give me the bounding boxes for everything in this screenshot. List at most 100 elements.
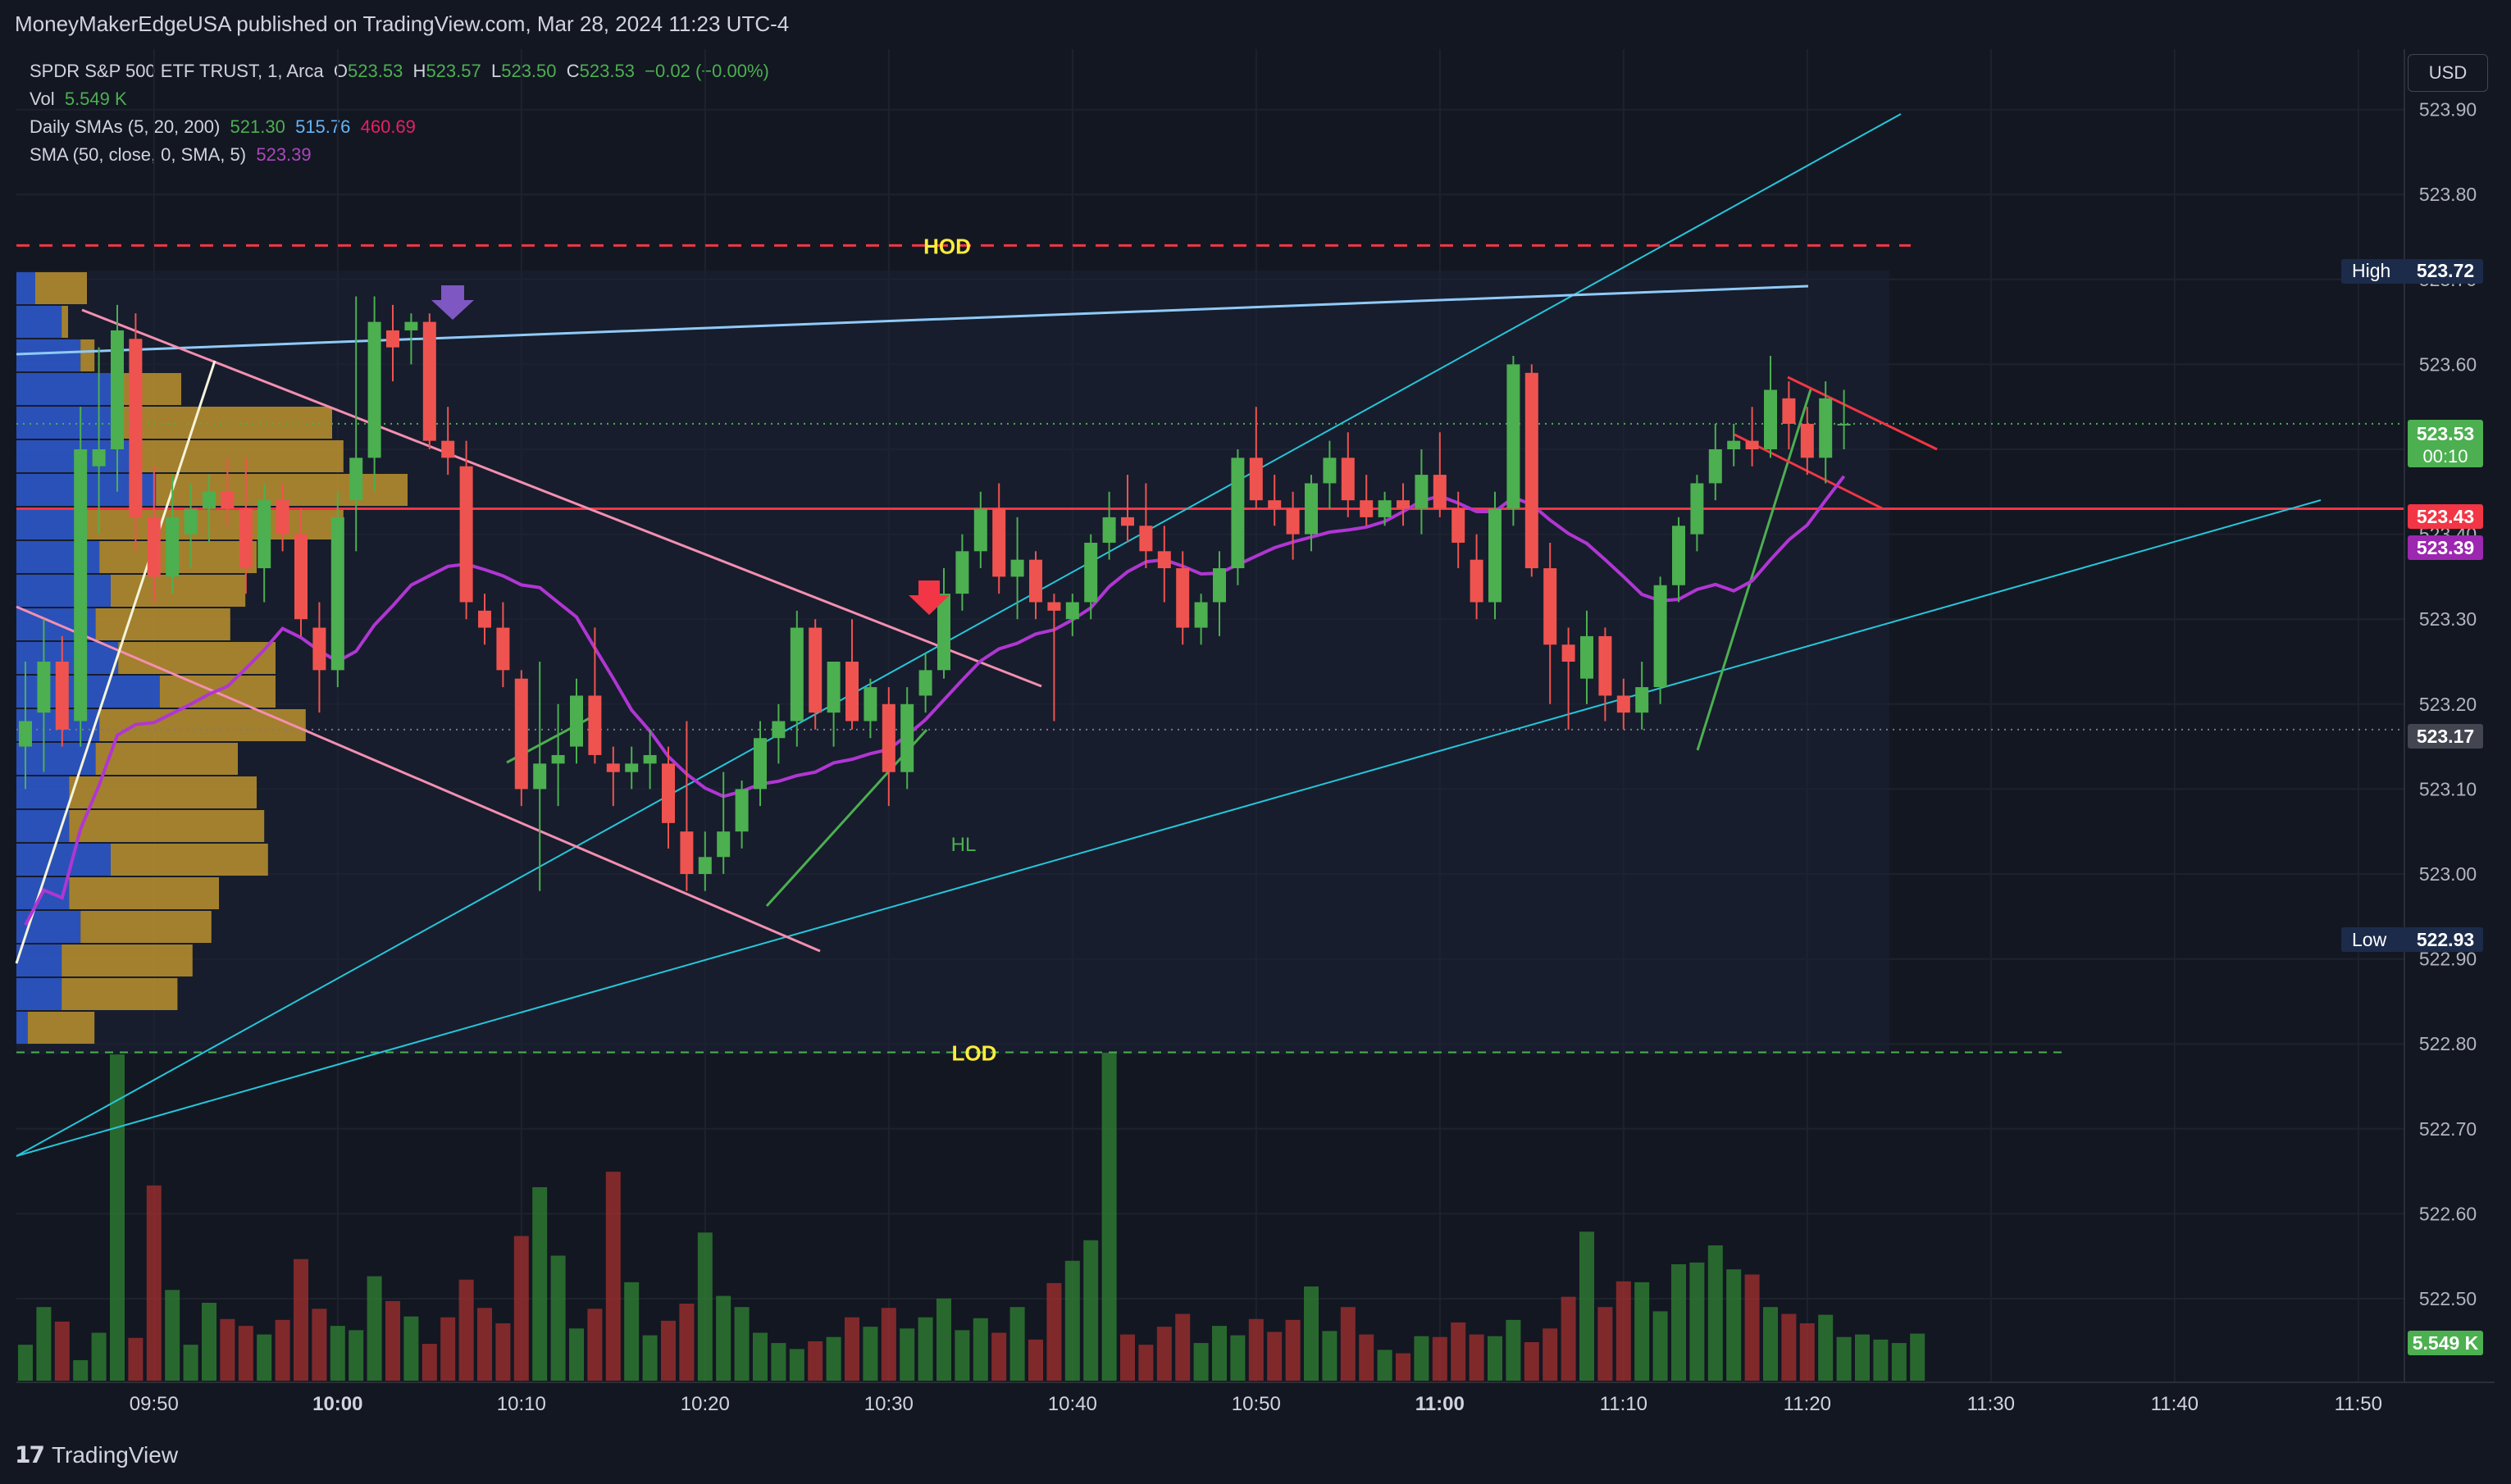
time-tick-label: 10:30 — [864, 1393, 914, 1415]
volume-bar — [202, 1302, 216, 1381]
candle-body — [937, 594, 950, 671]
candle-body — [1194, 602, 1208, 628]
candle-body — [1084, 542, 1098, 603]
legend-symbol[interactable]: SPDR S&P 500 ETF TRUST, 1, Arca — [30, 61, 324, 81]
candle-body — [330, 517, 344, 671]
volume-bar — [312, 1309, 327, 1381]
candle — [1524, 364, 1538, 577]
candle — [257, 483, 271, 603]
profile-sell-bar — [137, 440, 344, 472]
candle — [184, 483, 198, 569]
sma50-line — [24, 475, 1846, 926]
profile-buy-bar — [16, 407, 111, 439]
candle-body — [1139, 526, 1153, 552]
candle-body — [1157, 551, 1171, 569]
volume-bar — [1064, 1260, 1080, 1381]
candle — [129, 313, 143, 552]
profile-buy-bar — [16, 978, 62, 1010]
candle — [1157, 526, 1171, 603]
volume-bar — [1267, 1332, 1283, 1381]
candle-body — [570, 695, 583, 747]
channel-upper-line — [16, 113, 1902, 1157]
candle-body — [992, 508, 1006, 577]
volume-bar — [1561, 1296, 1576, 1381]
candle-body — [1524, 372, 1538, 569]
flag-upper-line — [1787, 376, 1938, 451]
last-price-value: 523.53 — [2417, 423, 2474, 444]
candle — [349, 296, 363, 552]
profile-buy-bar — [16, 373, 119, 405]
price-tick-label: 522.50 — [2419, 1288, 2477, 1309]
candle-body — [367, 321, 381, 458]
resistance-price-label: 523.43 — [2417, 506, 2474, 527]
volume-bar — [1101, 1053, 1117, 1381]
candle-body — [441, 440, 455, 458]
time-tick-label: 10:10 — [497, 1393, 546, 1415]
price-tick-label: 522.80 — [2419, 1033, 2477, 1054]
volume-bar — [1488, 1336, 1502, 1381]
candle — [809, 619, 823, 730]
profile-buy-bar — [16, 541, 100, 573]
volume-bar — [403, 1316, 419, 1381]
profile-buy-bar — [16, 676, 160, 708]
candle — [1378, 491, 1392, 526]
volume-bar — [1285, 1319, 1301, 1381]
candle — [1598, 627, 1612, 722]
tradingview-logo[interactable]: 𝟭𝟳 TradingView — [15, 1441, 178, 1468]
legend-sma50-row[interactable]: SMA (50, close, 0, SMA, 5) 523.39 — [30, 141, 769, 169]
legend-low-label: L — [490, 61, 502, 81]
candle-body — [1433, 475, 1447, 509]
candle — [422, 313, 436, 449]
candle-body — [1360, 500, 1374, 517]
candle — [19, 662, 32, 790]
profile-buy-bar — [16, 306, 62, 338]
candle — [312, 602, 326, 713]
volume-bar — [918, 1317, 933, 1381]
profile-sell-bar — [80, 339, 95, 371]
volume-bar — [1083, 1240, 1099, 1381]
volume-bar — [1597, 1307, 1613, 1381]
lod-label: LOD — [952, 1041, 997, 1066]
volume-bar — [1707, 1245, 1723, 1381]
candle — [918, 653, 932, 713]
legend-symbol-row: SPDR S&P 500 ETF TRUST, 1, Arca O523.53 … — [30, 57, 769, 85]
candle — [955, 534, 969, 611]
candle-body — [92, 449, 106, 467]
volume-bar — [91, 1332, 107, 1381]
profile-sell-bar — [159, 676, 276, 708]
volume-bar — [238, 1326, 253, 1381]
candle — [276, 483, 289, 552]
candle — [882, 687, 895, 807]
candle — [330, 491, 344, 688]
legend-sma5: 521.30 — [230, 116, 285, 137]
candle — [1231, 449, 1245, 585]
volume-bar — [275, 1319, 290, 1381]
volume-bar — [863, 1327, 878, 1381]
volume-bar — [1910, 1333, 1925, 1381]
profile-buy-bar — [16, 474, 157, 506]
candle-body — [1745, 440, 1759, 449]
legend-daily-sma-row[interactable]: Daily SMAs (5, 20, 200) 521.30 515.76 46… — [30, 113, 769, 141]
candle-body — [349, 457, 363, 501]
volume-bar — [1432, 1336, 1447, 1381]
volume-bar — [569, 1328, 584, 1381]
profile-sell-bar — [27, 1012, 95, 1044]
candle-body — [1249, 457, 1263, 501]
candle-body — [459, 466, 473, 603]
legend-low-value: 523.50 — [501, 61, 557, 81]
candle-body — [1065, 602, 1079, 620]
candle — [404, 313, 418, 365]
candle — [937, 568, 950, 679]
candle-body — [1213, 568, 1226, 603]
legend-volume-row[interactable]: Vol 5.549 K — [30, 85, 769, 113]
volume-bar — [1414, 1336, 1429, 1381]
volume-profile — [16, 272, 408, 1044]
candle — [1433, 432, 1447, 517]
profile-buy-bar — [16, 575, 111, 607]
candle — [1249, 407, 1263, 509]
currency-button[interactable]: USD — [2408, 54, 2488, 92]
profile-buy-bar — [16, 776, 70, 808]
candle-body — [184, 508, 198, 535]
volume-bar — [367, 1276, 382, 1381]
